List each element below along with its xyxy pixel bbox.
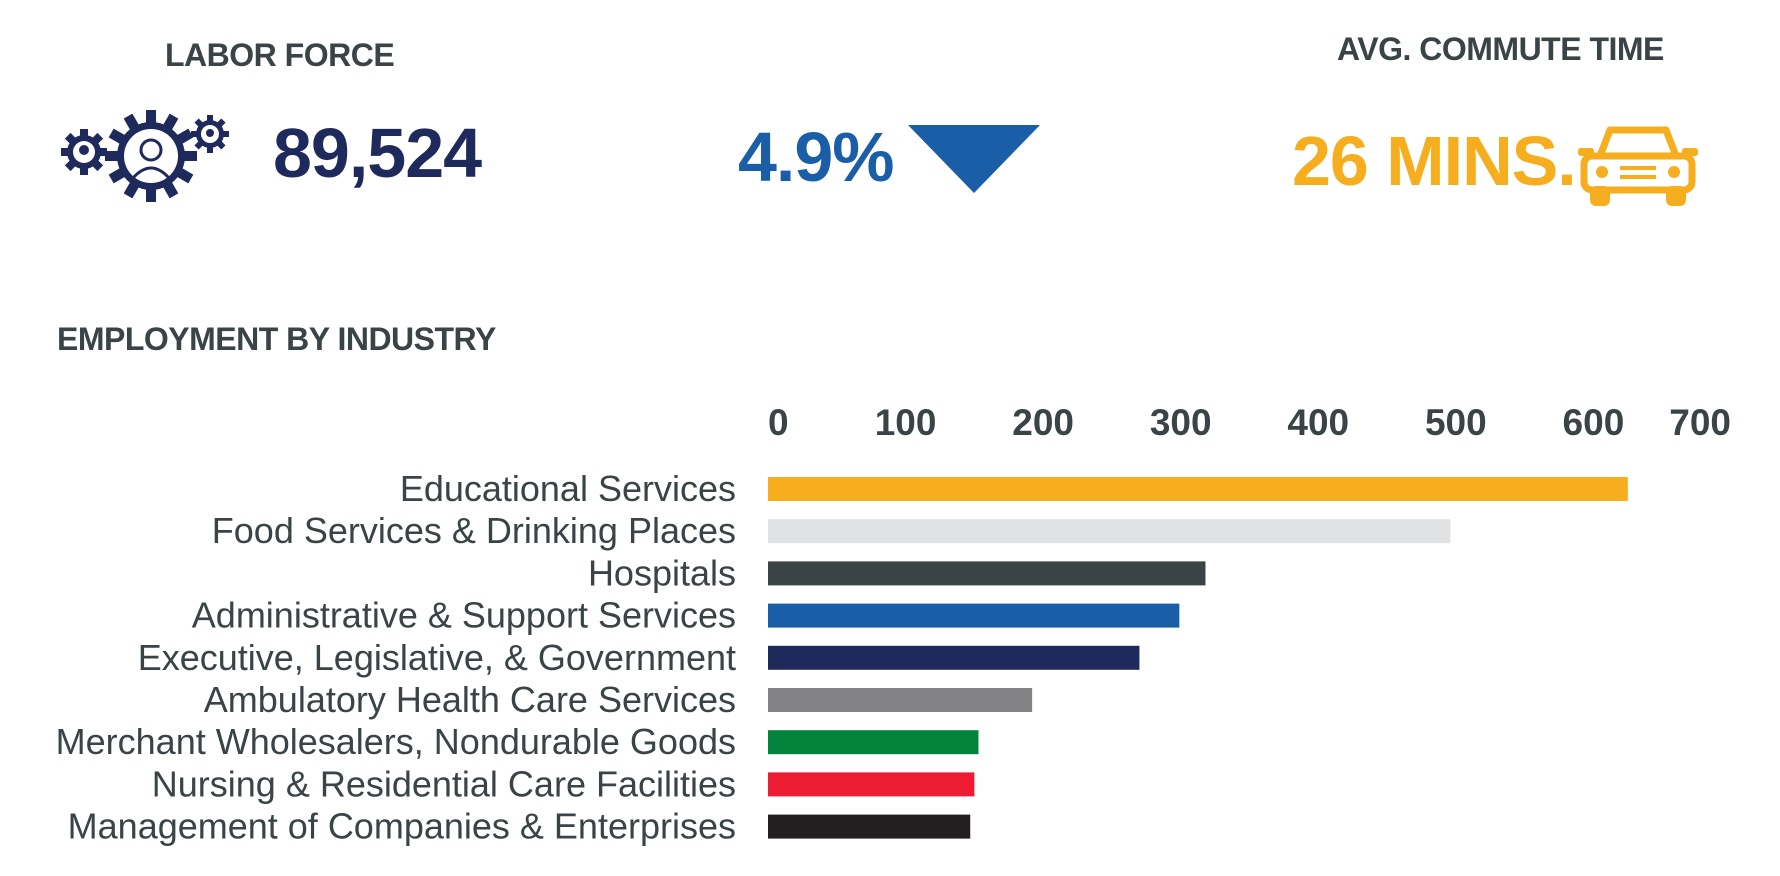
category-label: Ambulatory Health Care Services (204, 679, 736, 720)
bar (768, 603, 1180, 628)
car-icon (1578, 126, 1698, 206)
industry-heading: EMPLOYMENT BY INDUSTRY (57, 321, 496, 357)
commute-heading: AVG. COMMUTE TIME (1337, 31, 1664, 67)
category-label: Merchant Wholesalers, Nondurable Goods (56, 721, 736, 762)
x-tick-label: 100 (875, 402, 937, 443)
bar (768, 814, 971, 839)
bar (768, 772, 975, 797)
x-tick-label: 500 (1425, 402, 1487, 443)
bar (768, 477, 1628, 501)
bar (768, 561, 1206, 586)
gears-people-icon (61, 110, 229, 202)
category-label: Management of Companies & Enterprises (68, 806, 736, 847)
x-tick-label: 400 (1287, 402, 1349, 443)
category-label: Educational Services (400, 468, 736, 509)
category-label: Nursing & Residential Care Facilities (152, 763, 736, 804)
x-tick-label: 300 (1150, 402, 1212, 443)
commute-value: 26 MINS. (1292, 122, 1577, 200)
category-label: Administrative & Support Services (192, 595, 736, 636)
category-label: Hospitals (588, 552, 736, 593)
bar (768, 519, 1451, 544)
bar (768, 688, 1033, 712)
x-tick-label: 0 (768, 402, 789, 443)
x-tick-label: 200 (1012, 402, 1074, 443)
down-triangle-icon (908, 125, 1040, 193)
x-tick-label: 700 (1669, 402, 1731, 443)
labor-force-heading: LABOR FORCE (165, 37, 395, 73)
bar (768, 730, 979, 755)
unemployment-value: 4.9% (738, 118, 895, 196)
labor-force-value: 89,524 (273, 114, 482, 192)
x-tick-label: 600 (1563, 402, 1625, 443)
bar (768, 645, 1140, 670)
category-label: Food Services & Drinking Places (212, 510, 736, 551)
category-label: Executive, Legislative, & Government (138, 637, 736, 678)
